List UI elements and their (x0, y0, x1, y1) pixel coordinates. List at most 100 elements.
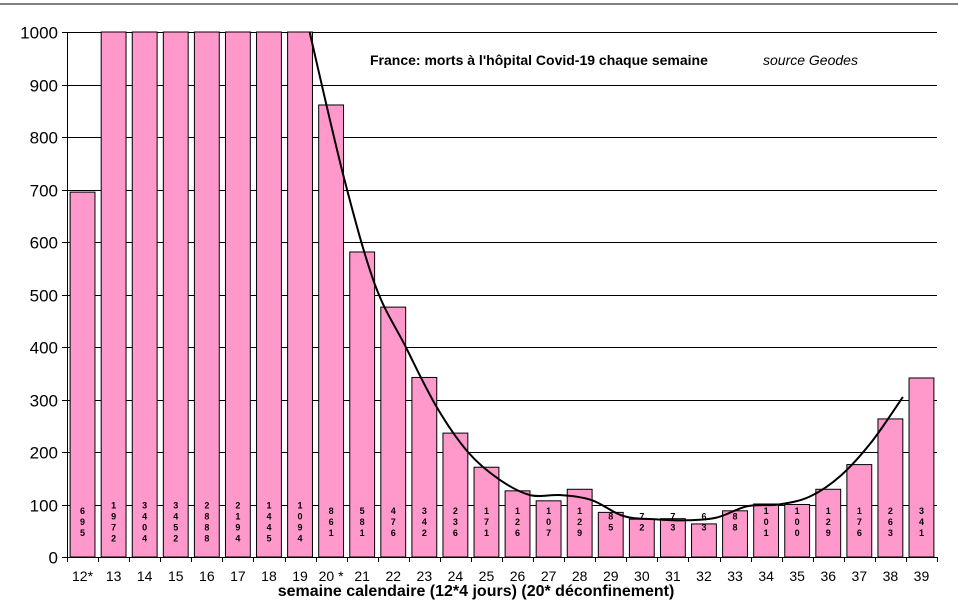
bar (908, 377, 935, 558)
y-tick-label: 200 (30, 444, 58, 463)
bar (224, 31, 251, 558)
bar (69, 191, 96, 558)
x-tick-label: 25 (479, 568, 495, 584)
trend-line-group (308, 31, 904, 522)
bar (442, 432, 469, 558)
x-tick-label: 34 (758, 568, 774, 584)
bars (69, 31, 935, 558)
x-tick-label: 15 (168, 568, 184, 584)
bar (131, 31, 158, 558)
x-tick-label: 16 (199, 568, 215, 584)
y-tick-label: 600 (30, 234, 58, 253)
x-tick-label: 32 (696, 568, 712, 584)
bar (380, 306, 407, 558)
x-tick-label: 22 (385, 568, 401, 584)
x-tick-label: 27 (541, 568, 557, 584)
x-tick-label: 29 (603, 568, 619, 584)
x-tick-label: 13 (106, 568, 122, 584)
y-tick-label: 100 (30, 497, 58, 516)
bar (473, 466, 500, 558)
bar (256, 31, 282, 558)
bar (349, 251, 376, 558)
y-tick-label: 500 (30, 287, 58, 306)
y-tick-label: 300 (30, 392, 58, 411)
bar (659, 518, 686, 558)
x-tick-label: 18 (261, 568, 277, 584)
x-tick-label: 33 (727, 568, 743, 584)
x-tick-label: 30 (634, 568, 650, 584)
x-tick-label: 17 (230, 568, 246, 584)
bar (784, 504, 811, 558)
bar (722, 510, 748, 558)
x-tick-label: 36 (820, 568, 836, 584)
x-tick-label: 39 (914, 568, 930, 584)
x-tick-label: 35 (789, 568, 805, 584)
bar (162, 31, 189, 558)
bar (100, 31, 127, 558)
x-tick-label: 19 (292, 568, 308, 584)
bar (318, 104, 345, 558)
bar (815, 488, 842, 558)
x-tick-label: 14 (137, 568, 153, 584)
y-tick-label: 700 (30, 182, 58, 201)
x-tick-label: 23 (417, 568, 433, 584)
y-tick-label: 800 (30, 129, 58, 148)
bar (753, 503, 780, 558)
axes (0, 3, 958, 562)
x-tick-label: 37 (852, 568, 868, 584)
y-tick-label: 900 (30, 77, 58, 96)
chart-subtitle: source Geodes (763, 52, 858, 68)
y-tick-label: 0 (49, 549, 58, 568)
x-tick-label: 12* (72, 568, 94, 584)
bar (535, 500, 562, 558)
x-tick-label: 20 * (319, 568, 344, 584)
bar (566, 488, 593, 558)
x-tick-label: 21 (354, 568, 370, 584)
data-labels: 6 9 5 1 9 7 2 3 4 0 4 3 4 5 2 2 8 8 8 2 1 9 4 1 4 4 5 1 0 9 4 8 6 1 5 8 1 4 7 6… (80, 501, 924, 544)
trend-line (308, 31, 904, 522)
x-tick-label: 31 (665, 568, 681, 584)
x-tick-label: 26 (510, 568, 526, 584)
bar (504, 490, 531, 558)
y-tick-label: 1000 (20, 24, 58, 43)
x-tick-labels: 12* 13 14 15 16 17 18 19 20 * 21 22 23 24 25 26 27 28 29 3… (72, 568, 929, 584)
chart-title: France: morts à l'hôpital Covid-19 chaqu… (370, 52, 708, 68)
y-tick-label: 400 (30, 339, 58, 358)
bar (628, 518, 655, 558)
bar (193, 31, 220, 558)
x-tick-label: 38 (883, 568, 899, 584)
y-tick-labels: 0 100 200 300 400 500 600 700 800 900 1000 (20, 24, 58, 568)
x-tick-label: 24 (448, 568, 464, 584)
x-axis-label: semaine calendaire (12*4 jours) (20* déc… (278, 583, 675, 600)
bar (287, 31, 313, 558)
x-tick-label: 28 (572, 568, 588, 584)
